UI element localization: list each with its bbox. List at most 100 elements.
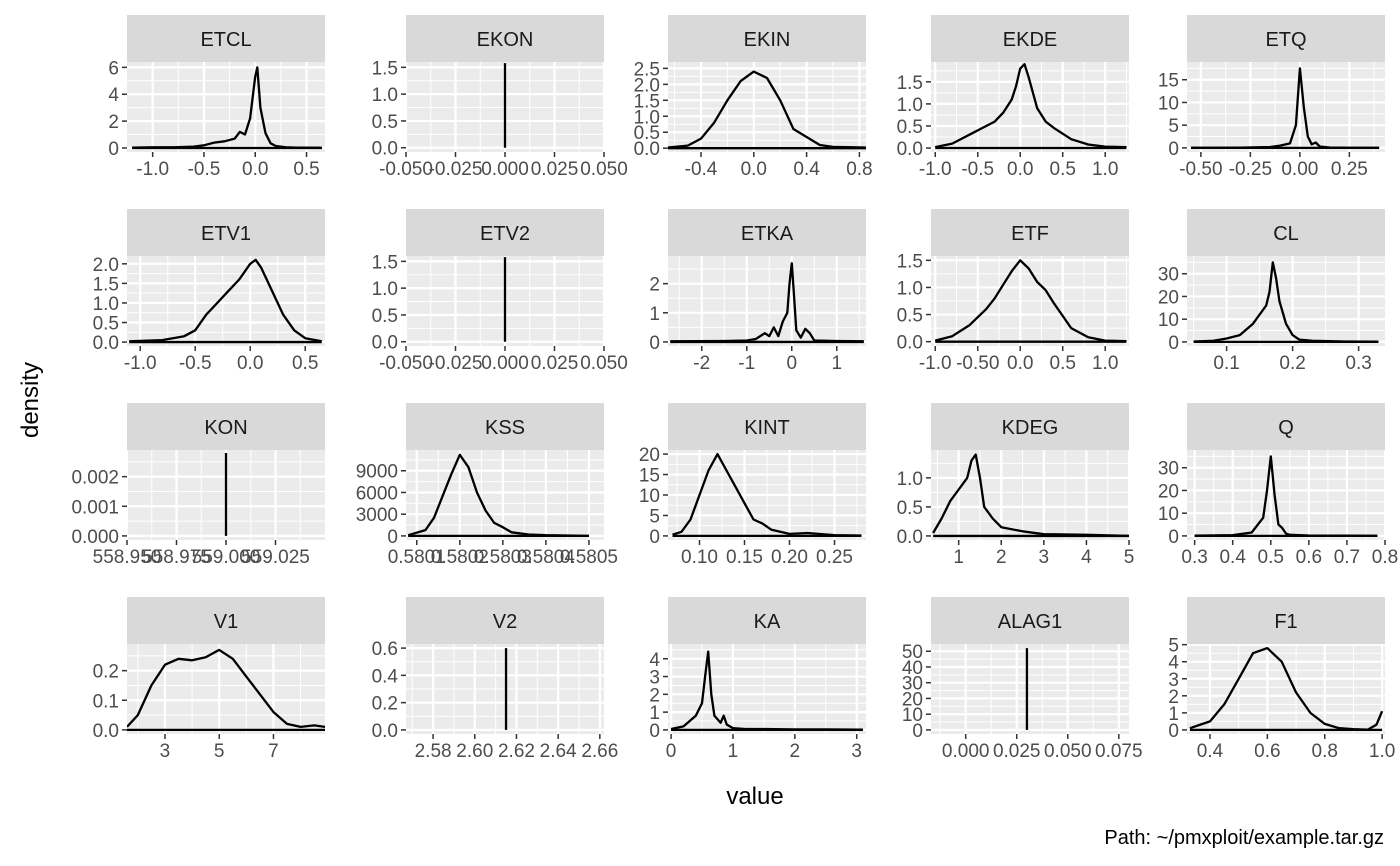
x-tick-label: 0.10 (681, 547, 718, 568)
x-tick-label: -0.025 (429, 353, 483, 374)
plot-caption: Path: ~/pmxploit/example.tar.gz (1104, 827, 1384, 849)
x-tick-label: -0.25 (1229, 159, 1272, 180)
y-tick-label: 4 (649, 650, 660, 671)
x-tick-label: 0.20 (771, 547, 808, 568)
facet-gridlines (931, 256, 1129, 346)
x-tick-label: 0 (666, 741, 677, 762)
x-tick-label: 0.050 (1044, 741, 1092, 762)
x-tick-label: 0.2 (1279, 353, 1305, 374)
x-tick-label: 1 (831, 353, 842, 374)
y-tick-label: 0 (649, 527, 660, 548)
y-tick-label: 0.0 (634, 139, 660, 160)
y-tick-label: 0.2 (93, 662, 119, 683)
x-tick-label: -1.0 (124, 353, 157, 374)
facet-strip-label: ETQ (1265, 29, 1306, 51)
y-tick-label: 20 (1158, 287, 1179, 308)
y-tick-label: 30 (902, 674, 923, 695)
facet-strip (127, 403, 325, 450)
y-tick-label: 0.0 (897, 333, 923, 354)
y-tick-label: 6 (108, 58, 119, 79)
y-tick-label: 2.0 (634, 75, 660, 96)
facet-strip (406, 597, 604, 644)
x-tick-label: -0.050 (379, 353, 433, 374)
facet-gridlines (127, 256, 325, 346)
facet-v2: V2 2.58 2.60 2.62 2.64 2.66 0.0 0.2 0.4 0.6 (372, 597, 618, 762)
x-tick-label: 0.3 (1345, 353, 1371, 374)
x-tick-label: -0.5 (179, 353, 212, 374)
y-tick-label: 20 (1158, 481, 1179, 502)
y-tick-label: 0.4 (372, 666, 399, 687)
y-tick-label: 3 (649, 668, 660, 689)
x-tick-label: 1.0 (1092, 159, 1118, 180)
density-curve (668, 70, 866, 149)
y-tick-label: 10 (1158, 504, 1179, 525)
x-tick-label: 5 (1124, 547, 1135, 568)
y-tick-label: 1.0 (897, 95, 923, 116)
y-tick-label: 4 (1168, 653, 1179, 674)
x-tick-label: -2 (693, 353, 710, 374)
x-tick-label: 1 (728, 741, 739, 762)
x-tick-label: 0.4 (793, 159, 820, 180)
x-tick-label: 0.5 (293, 159, 319, 180)
x-tick-label: 2.58 (415, 741, 452, 762)
x-tick-label: -0.50 (956, 353, 999, 374)
facet-strip (668, 209, 866, 256)
facet-panels: ETCL -1.0 -0.5 0.0 0.5 0 2 4 6 EKON -0.050-0.025 0.… (71, 15, 1398, 762)
x-tick-label: 0.5801 (388, 547, 446, 568)
y-tick-label: 0.0 (372, 333, 398, 354)
x-tick-label: 0.5804 (517, 547, 576, 568)
x-tick-label: 5 (214, 741, 225, 762)
y-tick-label: 0.0 (93, 333, 119, 354)
x-axis-title: value (726, 783, 783, 810)
x-tick-label: 0.25 (1331, 159, 1368, 180)
facet-strip (127, 597, 325, 644)
y-tick-label: 1.0 (93, 294, 119, 315)
y-tick-label: 1.5 (372, 58, 398, 79)
y-tick-label: 0 (1168, 139, 1179, 160)
y-tick-label: 0 (1168, 333, 1179, 354)
y-tick-label: 5 (1168, 116, 1179, 137)
y-tick-label: 0.5 (897, 498, 923, 519)
facet-strip (668, 15, 866, 62)
x-tick-label: 0.050 (580, 353, 628, 374)
facet-strip-label: ETCL (200, 29, 251, 51)
density-curve (934, 259, 1127, 343)
y-tick-label: 3000 (356, 505, 398, 526)
facet-panel-background (127, 256, 325, 346)
x-tick-label: 0.0 (741, 159, 767, 180)
y-tick-label: 0.0 (897, 527, 923, 548)
x-tick-label: 0.075 (1095, 741, 1143, 762)
x-tick-label: 3 (851, 741, 862, 762)
y-tick-label: 2.5 (634, 59, 660, 80)
y-tick-label: 0.001 (71, 497, 119, 518)
x-tick-label: 0.0 (1007, 353, 1033, 374)
y-tick-label: 20 (639, 445, 660, 466)
density-curve (1193, 261, 1379, 343)
y-tick-label: 0 (649, 333, 660, 354)
density-curve (670, 262, 864, 343)
y-tick-label: 1 (1168, 704, 1179, 725)
y-tick-label: 2 (108, 112, 119, 133)
y-tick-label: 10 (1158, 93, 1179, 114)
facet-strip-label: KSS (485, 417, 525, 439)
x-tick-label: -0.5 (961, 159, 994, 180)
facet-strip (1187, 597, 1385, 644)
density-curve (1189, 646, 1384, 731)
facet-strip-label: ETKA (741, 223, 794, 245)
y-tick-label: 50 (902, 642, 923, 663)
y-tick-label: 5 (649, 506, 660, 527)
facet-strip (1187, 15, 1385, 62)
x-tick-label: -1.0 (136, 159, 169, 180)
facet-strip-label: EKON (477, 29, 534, 51)
facet-strip-label: EKIN (744, 29, 791, 51)
facet-etcl: ETCL -1.0 -0.5 0.0 0.5 0 2 4 6 (108, 15, 325, 180)
x-tick-label: 0.5 (1258, 547, 1284, 568)
facet-strip-label: F1 (1274, 611, 1297, 633)
facet-strip (406, 15, 604, 62)
facet-strip-label: ETV2 (480, 223, 530, 245)
